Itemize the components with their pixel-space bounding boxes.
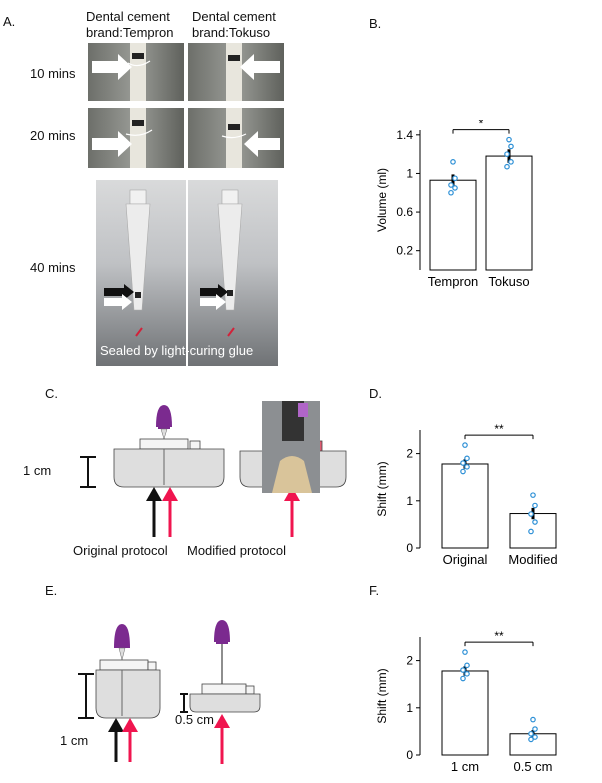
data-point: [462, 442, 468, 448]
panel-letter-b: B.: [369, 16, 382, 31]
col1-title-line2: brand:Tempron: [86, 25, 174, 40]
data-point: [528, 736, 534, 743]
data-point: [460, 468, 466, 475]
x-tick-label: Tokuso: [488, 274, 529, 289]
col2-title-line1: Dental cement: [192, 9, 276, 24]
bar: [441, 463, 489, 549]
data-point: [528, 528, 534, 535]
panel-letter-c: C.: [45, 386, 58, 401]
data-point: [464, 671, 470, 677]
x-tick-label: 0.5 cm: [513, 759, 552, 774]
scale-1cm-c: 1 cm: [23, 463, 52, 478]
panel-letter-a: A.: [3, 14, 16, 29]
data-point: [464, 464, 470, 470]
y-tick-label: 2: [406, 654, 413, 668]
col1-title-line1: Dental cement: [86, 9, 170, 24]
data-point: [460, 667, 466, 673]
photo-tempron-10min: [88, 43, 184, 101]
photo-tokuso-10min: [188, 43, 284, 101]
chart-f: 0 1 2 Shift (mm) 1 cm 0.5 cm **: [375, 629, 557, 774]
row-label-10min: 10 mins: [30, 66, 76, 81]
label-modified-protocol: Modified protocol: [187, 543, 286, 558]
photo-c: [262, 401, 320, 493]
y-tick-label: 1: [406, 494, 413, 508]
y-tick-label: 0: [406, 748, 413, 762]
y-tick-label: 1: [406, 701, 413, 715]
photo-40min: [96, 180, 278, 366]
photo-tempron-20min: [88, 108, 184, 168]
x-tick-label: Original: [443, 552, 488, 567]
chart-d: 0 1 2 Shift (mm) Original Modified **: [375, 422, 558, 567]
y-axis-label: Shift (mm): [375, 668, 389, 723]
data-point: [450, 159, 456, 165]
y-tick-label: 0.6: [396, 205, 413, 219]
sealed-caption: Sealed by light-curing glue: [100, 343, 254, 358]
y-tick-label: 0: [406, 541, 413, 555]
data-point: [452, 175, 458, 182]
significance-label: **: [494, 629, 504, 643]
data-point: [452, 185, 458, 191]
y-axis-label: Shift (mm): [375, 461, 389, 516]
data-point: [528, 730, 534, 737]
data-point: [530, 716, 536, 723]
bar: [485, 155, 533, 271]
x-tick-label: 1 cm: [451, 759, 479, 774]
chart-b: 0.2 0.6 1 1.4 Volume (ml) Tempron Tokuso *: [375, 120, 533, 289]
y-tick-label: 1: [406, 166, 413, 180]
data-point: [532, 726, 538, 732]
data-point: [508, 159, 514, 165]
data-point: [504, 151, 510, 157]
data-point: [504, 163, 510, 170]
schematic-e: [78, 620, 261, 764]
col2-title-line2: brand:Tokuso: [192, 25, 271, 40]
scale-1cm-e: 1 cm: [60, 733, 89, 748]
photo-tokuso-20min: [188, 108, 284, 168]
data-point: [448, 189, 454, 196]
y-tick-label: 1.4: [396, 128, 413, 142]
scale-05cm-e: 0.5 cm: [175, 712, 215, 727]
significance-label: **: [494, 422, 504, 436]
data-point: [462, 649, 468, 655]
panel-letter-f: F.: [369, 583, 380, 598]
bar: [441, 670, 489, 756]
data-point: [508, 143, 514, 150]
data-point: [532, 502, 538, 509]
x-tick-label: Tempron: [428, 274, 479, 289]
data-point: [460, 460, 466, 466]
y-axis-label: Volume (ml): [375, 168, 389, 232]
data-point: [530, 492, 536, 498]
panel-letter-d: D.: [369, 386, 382, 401]
data-point: [460, 675, 466, 682]
label-original-protocol: Original protocol: [73, 543, 168, 558]
data-point: [464, 662, 470, 669]
row-label-20min: 20 mins: [30, 128, 76, 143]
data-point: [506, 136, 512, 143]
bar: [429, 179, 477, 271]
significance-label: *: [479, 120, 484, 131]
y-tick-label: 2: [406, 447, 413, 461]
data-point: [532, 734, 538, 740]
data-point: [532, 519, 538, 525]
panel-letter-e: E.: [45, 583, 58, 598]
data-point: [448, 182, 454, 188]
row-label-40min: 40 mins: [30, 260, 76, 275]
x-tick-label: Modified: [508, 552, 557, 567]
y-tick-label: 0.2: [396, 244, 413, 258]
data-point: [528, 511, 534, 517]
data-point: [464, 455, 470, 462]
